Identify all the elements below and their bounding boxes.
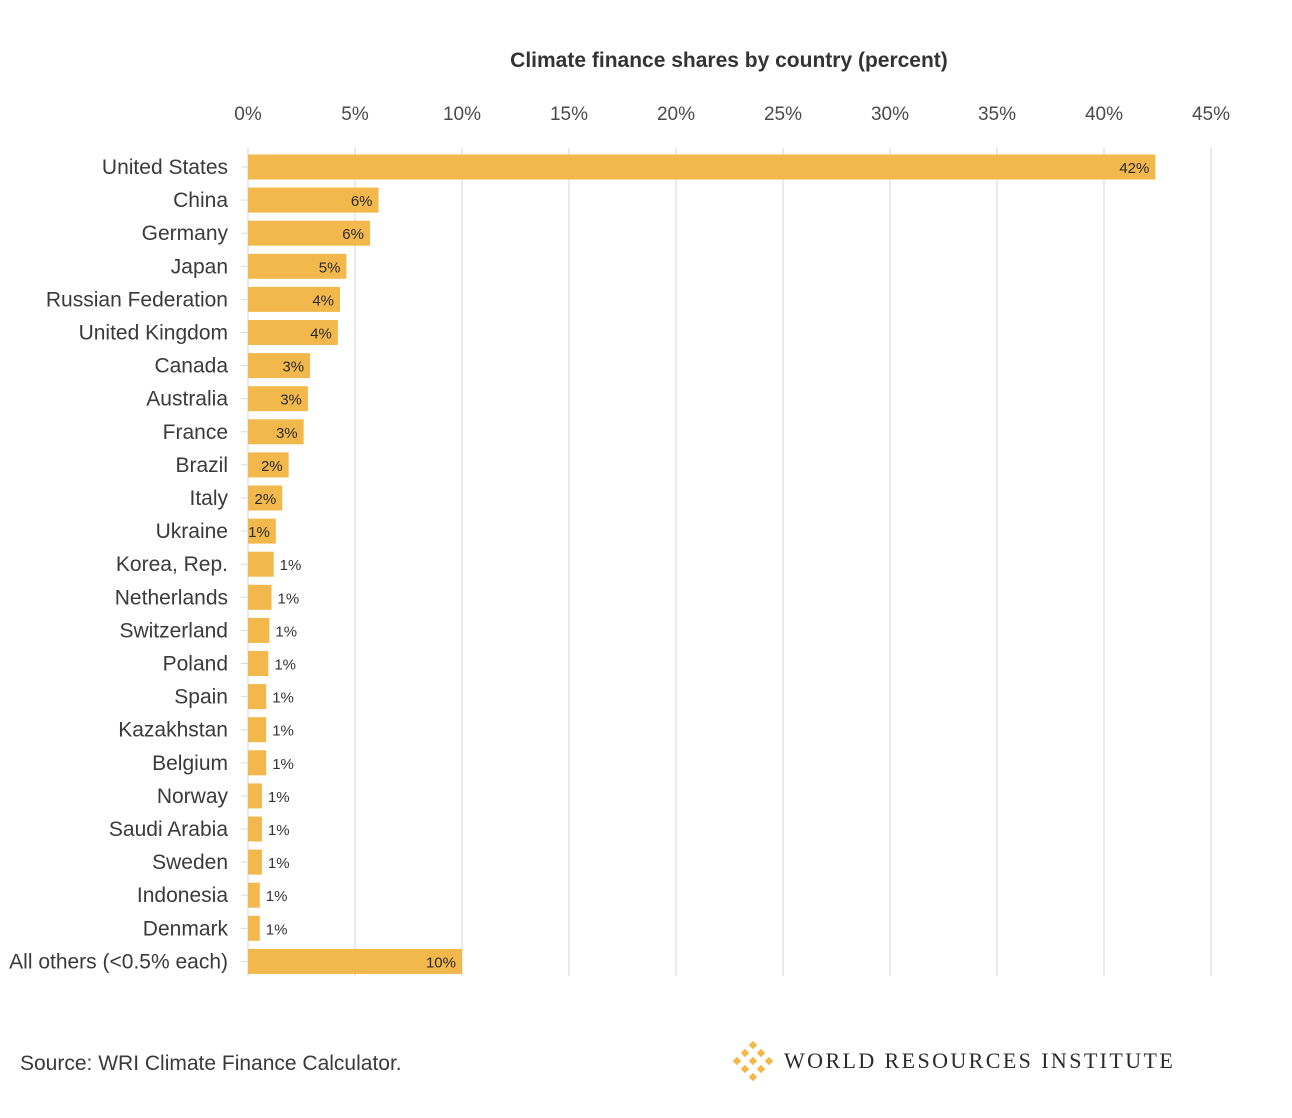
category-labels: United States China Germany Japan Russian Fe…: [9, 156, 248, 973]
x-tick-label: 40%: [1085, 104, 1123, 125]
wri-logo-text: WORLD RESOURCES INSTITUTE: [784, 1048, 1176, 1073]
category-label: Denmark: [143, 917, 229, 940]
wri-logo-icon: [732, 1040, 774, 1082]
value-label: 1%: [248, 524, 270, 541]
category-label: Germany: [142, 222, 229, 245]
bar: [248, 948, 462, 974]
category-label: Belgium: [152, 752, 228, 775]
category-label: Korea, Rep.: [116, 553, 228, 576]
category-label: United States: [102, 156, 228, 179]
bar: [248, 220, 370, 246]
bar: [248, 617, 270, 643]
value-label: 1%: [274, 657, 296, 674]
category-label: Netherlands: [115, 586, 228, 609]
x-tick-label: 20%: [657, 104, 695, 125]
x-tick-label: 10%: [443, 104, 481, 125]
category-label: Switzerland: [119, 619, 228, 642]
category-label: China: [173, 189, 228, 212]
bars: [248, 154, 1156, 974]
value-label: 3%: [276, 425, 298, 442]
bar: [248, 915, 260, 941]
bar: [248, 386, 308, 412]
bar: [248, 783, 262, 809]
value-label: 4%: [310, 326, 332, 343]
chart-title: Climate finance shares by country (perce…: [510, 49, 948, 72]
x-tick-label: 25%: [764, 104, 802, 125]
x-axis-tick-labels: 0% 5% 10% 15% 20% 25% 30% 35% 40% 45%: [234, 104, 1230, 125]
x-tick-label: 15%: [550, 104, 588, 125]
bar: [248, 320, 338, 345]
bar: [248, 286, 341, 312]
value-label: 1%: [272, 690, 294, 707]
category-label: Spain: [174, 686, 228, 709]
bar: [248, 551, 274, 577]
category-label: Ukraine: [156, 520, 228, 543]
bar: [248, 485, 283, 511]
category-label: France: [163, 421, 228, 444]
value-label: 1%: [272, 756, 294, 773]
value-label: 1%: [268, 822, 290, 839]
category-label: Saudi Arabia: [109, 818, 228, 841]
value-label: 2%: [255, 491, 277, 508]
category-label: Italy: [189, 487, 228, 510]
bar: [248, 353, 311, 379]
category-label: Poland: [163, 653, 228, 676]
value-label: 42%: [1119, 160, 1149, 177]
category-label: Kazakhstan: [118, 719, 228, 742]
category-label: Canada: [154, 355, 228, 378]
bar: [248, 154, 1156, 180]
category-label: All others (<0.5% each): [9, 950, 228, 973]
value-label: 6%: [351, 193, 373, 210]
category-label: Australia: [146, 388, 228, 411]
bar: [248, 651, 269, 676]
value-label: 1%: [278, 590, 300, 607]
bar: [248, 717, 267, 743]
value-label: 1%: [266, 921, 288, 938]
bar: [248, 452, 289, 478]
x-tick-label: 35%: [978, 104, 1016, 125]
category-label: Japan: [171, 255, 228, 278]
category-label: Indonesia: [137, 884, 228, 907]
bar: [248, 187, 379, 213]
x-tick-label: 5%: [341, 104, 369, 125]
value-label: 3%: [282, 359, 304, 376]
category-label: Sweden: [152, 851, 228, 874]
value-label: 1%: [268, 789, 290, 806]
x-tick-label: 45%: [1192, 104, 1230, 125]
x-tick-label: 0%: [234, 104, 262, 125]
bar: [248, 750, 267, 776]
category-label: United Kingdom: [79, 322, 228, 345]
category-label: Norway: [157, 785, 229, 808]
value-label: 4%: [312, 292, 334, 309]
bar: [248, 684, 267, 710]
value-label: 1%: [280, 557, 302, 574]
bar: [248, 419, 304, 445]
chart: Climate finance shares by country (perce…: [9, 49, 1230, 976]
value-label: 1%: [275, 623, 297, 640]
category-label: Russian Federation: [46, 288, 228, 311]
value-label: 6%: [342, 226, 364, 243]
bar: [248, 584, 272, 610]
value-label: 10%: [426, 954, 456, 971]
value-labels: 42%6%6%5%4%4%3%3%3%2%2%1%1%1%1%1%1%1%1%1…: [248, 160, 1149, 971]
gridlines: [247, 148, 1212, 976]
value-label: 2%: [261, 458, 283, 475]
value-label: 1%: [266, 888, 288, 905]
value-label: 1%: [272, 723, 294, 740]
bar: [248, 849, 262, 875]
bar: [248, 253, 347, 279]
bar: [248, 816, 262, 842]
x-tick-label: 30%: [871, 104, 909, 125]
source-note: Source: WRI Climate Finance Calculator.: [20, 1052, 402, 1075]
category-label: Brazil: [175, 454, 228, 477]
wri-logo: WORLD RESOURCES INSTITUTE: [732, 1040, 1175, 1082]
value-label: 5%: [319, 259, 341, 276]
value-label: 1%: [268, 855, 290, 872]
value-label: 3%: [280, 392, 302, 409]
bar: [248, 882, 260, 908]
bar: [248, 518, 276, 544]
